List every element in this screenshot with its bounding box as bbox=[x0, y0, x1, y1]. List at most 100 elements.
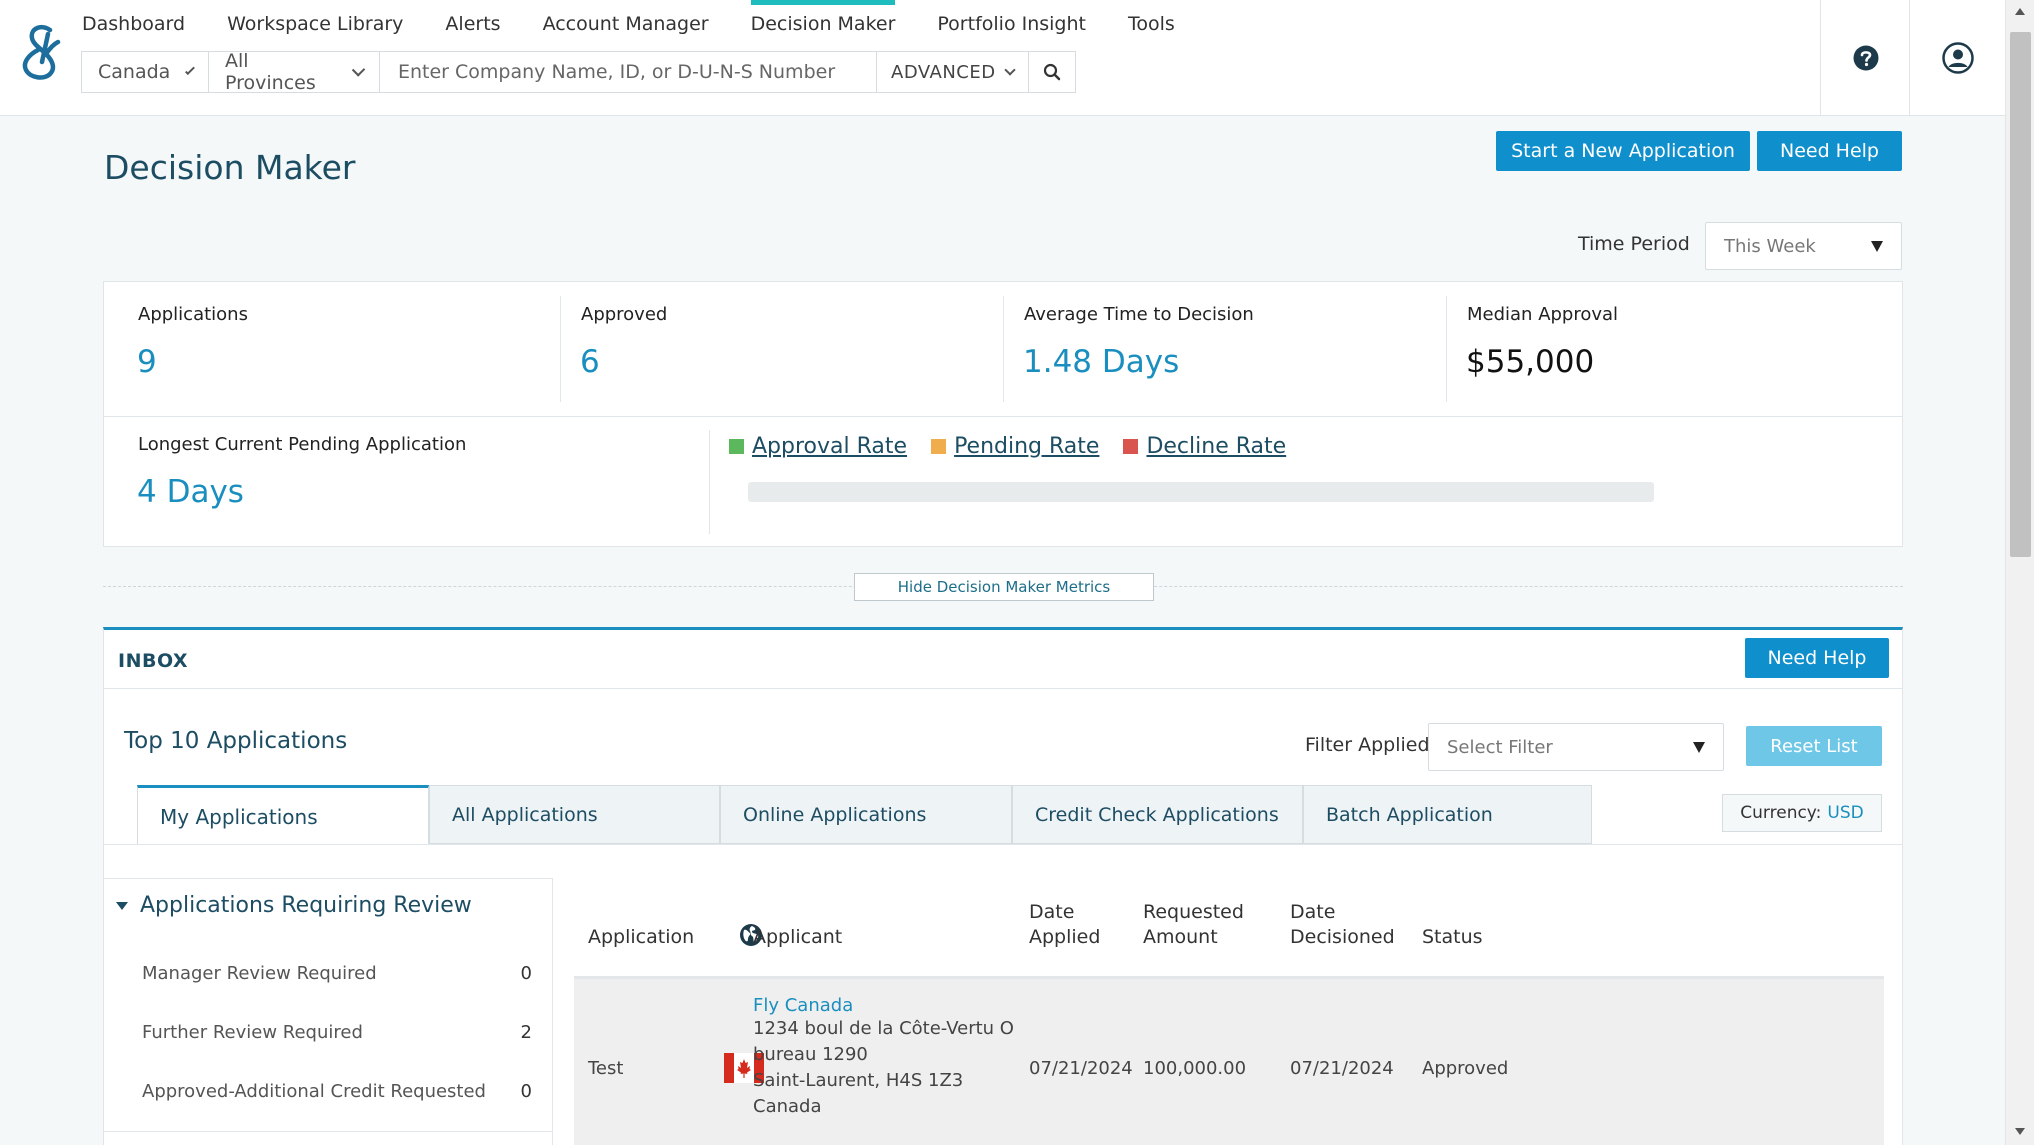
application-tabs: My Applications All Applications Online … bbox=[137, 785, 1592, 844]
top-applications-title: Top 10 Applications bbox=[124, 728, 348, 754]
review-row-label: Approved-Additional Credit Requested bbox=[142, 1081, 486, 1102]
review-row-additional-credit[interactable]: Approved-Additional Credit Requested 0 bbox=[142, 1081, 532, 1102]
time-period-value: This Week bbox=[1724, 235, 1816, 257]
page-title: Decision Maker bbox=[104, 148, 356, 187]
table-row[interactable]: Test Fly Canada 1234 boul de la Côte-Ver… bbox=[574, 979, 1884, 1145]
nav-portfolio-insight[interactable]: Portfolio Insight bbox=[937, 13, 1086, 35]
cell-application: Test bbox=[588, 1058, 624, 1079]
review-row-manager[interactable]: Manager Review Required 0 bbox=[142, 963, 532, 984]
globe-icon bbox=[740, 924, 762, 946]
table-header-divider bbox=[574, 976, 1884, 979]
tab-my-applications[interactable]: My Applications bbox=[137, 785, 429, 844]
tab-online-applications[interactable]: Online Applications bbox=[720, 785, 1012, 844]
need-help-button[interactable]: Need Help bbox=[1757, 131, 1902, 171]
scroll-up-arrow-icon[interactable] bbox=[2015, 8, 2025, 15]
col-header-requested-line2: Amount bbox=[1143, 926, 1218, 948]
chevron-down-icon bbox=[1003, 64, 1016, 76]
col-header-decisioned-line1: Date bbox=[1290, 901, 1336, 923]
time-period-select[interactable]: This Week bbox=[1705, 222, 1902, 270]
filter-select[interactable]: Select Filter bbox=[1428, 723, 1724, 771]
nav-tools[interactable]: Tools bbox=[1127, 13, 1175, 35]
review-row-count: 0 bbox=[520, 1081, 532, 1102]
metric-longest-value: 4 Days bbox=[137, 474, 244, 510]
decline-rate-link[interactable]: Decline Rate bbox=[1146, 434, 1287, 459]
metric-approved-label: Approved bbox=[581, 304, 668, 325]
tab-all-applications[interactable]: All Applications bbox=[429, 785, 720, 844]
metric-longest-pending: Longest Current Pending Application 4 Da… bbox=[104, 416, 704, 550]
scrollbar-thumb[interactable] bbox=[2010, 32, 2031, 557]
review-row-count: 0 bbox=[520, 963, 532, 984]
nav-alerts[interactable]: Alerts bbox=[445, 13, 501, 35]
col-header-application[interactable]: Application bbox=[588, 926, 695, 948]
search-button[interactable] bbox=[1029, 52, 1075, 92]
province-select[interactable]: All Provinces bbox=[209, 50, 380, 94]
scroll-down-arrow-icon[interactable] bbox=[2015, 1128, 2025, 1135]
rate-legend: Approval Rate Pending Rate Decline Rate bbox=[729, 434, 1310, 459]
applicant-name-link[interactable]: Fly Canada bbox=[753, 995, 854, 1016]
company-search-input[interactable] bbox=[380, 52, 877, 92]
reset-list-button[interactable]: Reset List bbox=[1746, 726, 1882, 766]
review-row-label: Manager Review Required bbox=[142, 963, 377, 984]
metric-applications-value: 9 bbox=[137, 344, 157, 380]
review-row-count: 2 bbox=[520, 1022, 532, 1043]
cell-applicant: Fly Canada 1234 boul de la Côte-Vertu O … bbox=[753, 995, 1014, 1120]
filter-applied-label: Filter Applied bbox=[1305, 734, 1430, 756]
tab-credit-check-applications[interactable]: Credit Check Applications bbox=[1012, 785, 1303, 844]
nav-decision-maker[interactable]: Decision Maker bbox=[750, 0, 895, 48]
advanced-search-dropdown[interactable]: ADVANCED bbox=[877, 52, 1029, 92]
start-new-application-button[interactable]: Start a New Application bbox=[1496, 131, 1750, 171]
col-header-status[interactable]: Status bbox=[1422, 926, 1483, 948]
cell-date-decisioned: 07/21/2024 bbox=[1290, 1058, 1394, 1079]
col-header-requested-amount[interactable]: Requested Amount bbox=[1143, 900, 1244, 950]
inbox-need-help-button[interactable]: Need Help bbox=[1745, 638, 1889, 678]
metrics-row-divider bbox=[104, 416, 1902, 417]
review-row-further[interactable]: Further Review Required 2 bbox=[142, 1022, 532, 1043]
col-header-date-applied[interactable]: Date Applied bbox=[1029, 900, 1100, 950]
user-menu[interactable] bbox=[1909, 0, 2005, 116]
col-header-decisioned-line2: Decisioned bbox=[1290, 926, 1395, 948]
advanced-label: ADVANCED bbox=[891, 61, 996, 83]
pending-rate-link[interactable]: Pending Rate bbox=[954, 434, 1100, 459]
review-row-label: Further Review Required bbox=[142, 1022, 363, 1043]
approval-rate-link[interactable]: Approval Rate bbox=[752, 434, 908, 459]
review-panel-divider bbox=[104, 1131, 552, 1132]
cell-requested-amount: 100,000.00 bbox=[1143, 1058, 1247, 1079]
nav-workspace-library[interactable]: Workspace Library bbox=[227, 13, 404, 35]
review-section-toggle[interactable]: Applications Requiring Review bbox=[116, 893, 472, 918]
user-avatar-icon bbox=[1941, 42, 1974, 74]
currency-selector[interactable]: Currency: USD bbox=[1722, 794, 1882, 832]
metric-avg-time-value: 1.48 Days bbox=[1023, 344, 1180, 380]
company-logo-icon[interactable] bbox=[20, 24, 64, 80]
decision-metrics-panel: Applications 9 Approved 6 Average Time t… bbox=[103, 281, 1903, 547]
help-menu[interactable] bbox=[1820, 0, 1910, 116]
help-icon bbox=[1853, 45, 1878, 71]
nav-account-manager[interactable]: Account Manager bbox=[542, 13, 709, 35]
search-bar: Canada All Provinces ADVANCED bbox=[81, 50, 1076, 94]
metric-divider bbox=[709, 430, 710, 534]
col-header-date-applied-line1: Date bbox=[1029, 901, 1075, 923]
caret-down-icon bbox=[116, 901, 128, 910]
nav-dashboard[interactable]: Dashboard bbox=[82, 13, 186, 35]
country-select[interactable]: Canada bbox=[82, 52, 209, 92]
inbox-panel: INBOX Need Help Top 10 Applications Filt… bbox=[103, 627, 1903, 1145]
metric-median-label: Median Approval bbox=[1467, 304, 1619, 325]
applicant-address-line: Canada bbox=[753, 1096, 822, 1117]
tab-batch-application[interactable]: Batch Application bbox=[1303, 785, 1592, 844]
canada-flag-icon bbox=[724, 1053, 764, 1083]
main-nav: Dashboard Workspace Library Alerts Accou… bbox=[82, 0, 1217, 48]
hide-metrics-button[interactable]: Hide Decision Maker Metrics bbox=[854, 573, 1154, 601]
metric-avg-time: Average Time to Decision 1.48 Days bbox=[990, 282, 1433, 416]
province-select-value: All Provinces bbox=[225, 50, 316, 94]
page-scrollbar[interactable] bbox=[2005, 0, 2034, 1145]
col-header-date-applied-line2: Applied bbox=[1029, 926, 1101, 948]
dropdown-arrow-icon bbox=[1871, 240, 1883, 252]
col-header-date-decisioned[interactable]: Date Decisioned bbox=[1290, 900, 1395, 950]
metric-approved-value: 6 bbox=[580, 344, 600, 380]
metric-median-approval: Median Approval $55,000 bbox=[1433, 282, 1876, 416]
col-header-applicant[interactable]: Applicant bbox=[753, 926, 843, 948]
metric-divider bbox=[560, 296, 561, 402]
currency-value: USD bbox=[1827, 803, 1864, 823]
chevron-down-icon bbox=[185, 64, 195, 75]
col-header-requested-line1: Requested bbox=[1143, 901, 1244, 923]
applicant-address-line: bureau 1290 bbox=[753, 1044, 868, 1065]
